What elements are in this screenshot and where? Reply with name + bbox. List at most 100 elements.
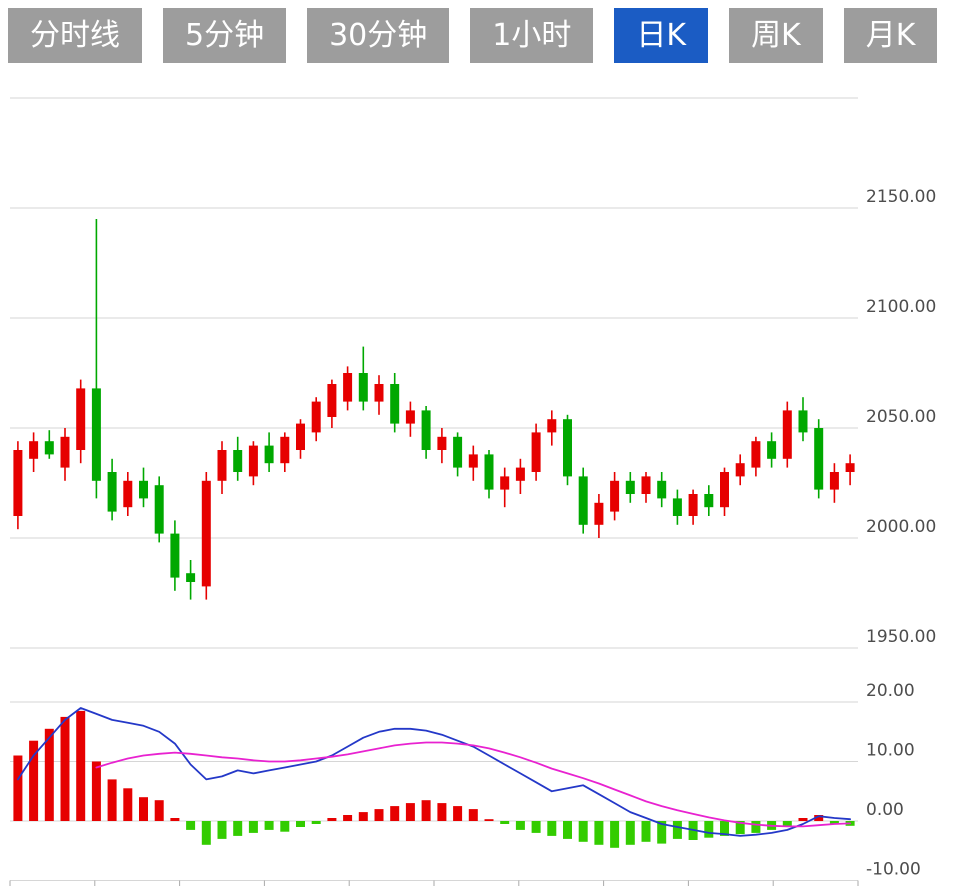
macd-histogram-bar [578,821,588,842]
macd-histogram-bar [91,761,101,821]
macd-histogram-bar [280,821,290,832]
macd-histogram-bar [327,818,337,821]
macd-histogram-bar [704,821,714,838]
macd-histogram-bar [29,740,39,821]
tab-timeline[interactable]: 分时线 [8,8,142,63]
candle-body [610,480,620,512]
macd-histogram-bar [437,803,447,821]
candle-body [720,472,729,508]
macd-histogram-bar [390,806,400,821]
tab-1hour[interactable]: 1小时 [470,8,594,63]
macd-histogram-bar [343,815,353,821]
tab-30min[interactable]: 30分钟 [307,8,450,63]
macd-histogram-bar [76,710,86,821]
macd-axis-label: 10.00 [866,741,915,761]
candle-body [280,436,290,464]
candle-body [264,445,274,464]
candle-body [814,428,824,490]
candle-body [625,480,635,494]
macd-histogram-bar [547,821,557,836]
candle-body [688,494,698,516]
macd-histogram-bar [296,821,305,827]
macd-histogram-bar [233,821,243,836]
macd-histogram-bar [625,821,635,845]
tab-5min[interactable]: 5分钟 [163,8,287,63]
candle-body [374,384,384,402]
macd-histogram-bar [672,821,682,839]
candle-body [578,476,588,525]
candle-body [13,450,23,516]
macd-histogram-bar [484,819,494,821]
tab-monthly-k[interactable]: 月K [843,8,938,63]
candle-body [76,388,86,450]
macd-axis-label: 20.00 [866,681,915,701]
candle-body [657,480,667,499]
price-axis-label: 1950.00 [866,627,936,647]
macd-histogram-bar [139,797,148,821]
candle-body [311,401,321,433]
macd-histogram-bar [610,821,620,848]
macd-histogram-bar [515,821,525,830]
macd-histogram-bar [453,806,463,821]
candle-body [437,436,447,450]
macd-histogram-bar [594,821,604,845]
price-axis-label: 2000.00 [866,517,936,537]
candle-body [547,419,557,433]
candle-body [390,384,400,424]
candle-body [421,410,431,450]
macd-histogram-bar [531,821,541,833]
candle-body [154,485,164,534]
candle-body [845,463,855,472]
macd-histogram-bar [60,716,70,821]
candle-body [170,533,180,578]
candlestick-macd-chart[interactable]: 2150.00 2100.00 2050.00 2000.00 1950.00 20.00… [0,71,971,886]
macd-histogram-bar [657,821,667,844]
period-tab-bar: 分时线 5分钟 30分钟 1小时 日K 周K 月K [0,0,971,63]
macd-histogram-bar [311,821,321,824]
tab-daily-k[interactable]: 日K [614,8,709,63]
candle-body [735,463,745,477]
macd-histogram-bar [735,821,745,835]
candle-body [500,476,510,490]
macd-histogram-bar [358,812,368,821]
macd-histogram-bar [751,821,761,833]
candle-body [327,384,337,417]
macd-dif-line [17,707,851,837]
macd-histogram-bar [217,821,227,839]
candle-body [201,480,211,587]
macd-axis-label: -10.00 [866,860,921,880]
macd-histogram-bar [829,821,839,824]
macd-histogram-bar [500,821,510,824]
candle-body [123,480,133,508]
price-axis-label: 2100.00 [866,297,936,317]
candle-body [217,450,227,481]
candle-body [107,472,117,512]
candle-body [563,419,572,477]
macd-histogram-bar [44,728,54,821]
candle-body [672,498,682,516]
price-axis-label: 2150.00 [866,187,936,207]
candle-body [248,445,258,477]
macd-histogram-bar [13,755,23,821]
macd-histogram-bar [563,821,572,839]
macd-histogram-bar [248,821,258,833]
candle-body [186,573,196,582]
macd-histogram-bar [641,821,651,842]
macd-histogram-bar [186,821,196,830]
price-axis-label: 2050.00 [866,407,936,427]
candle-body [594,502,604,525]
candle-body [139,480,148,499]
candle-body [798,410,808,433]
candle-body [767,441,777,459]
macd-histogram-bar [107,779,117,821]
candle-body [829,472,839,490]
macd-histogram-bar [720,821,729,836]
candle-body [358,373,368,402]
macd-histogram-bar [264,821,274,830]
macd-histogram-bar [814,815,824,821]
macd-histogram-bar [154,800,164,821]
macd-histogram-bar [468,809,478,821]
macd-histogram-bar [374,809,384,821]
tab-weekly-k[interactable]: 周K [729,8,823,63]
